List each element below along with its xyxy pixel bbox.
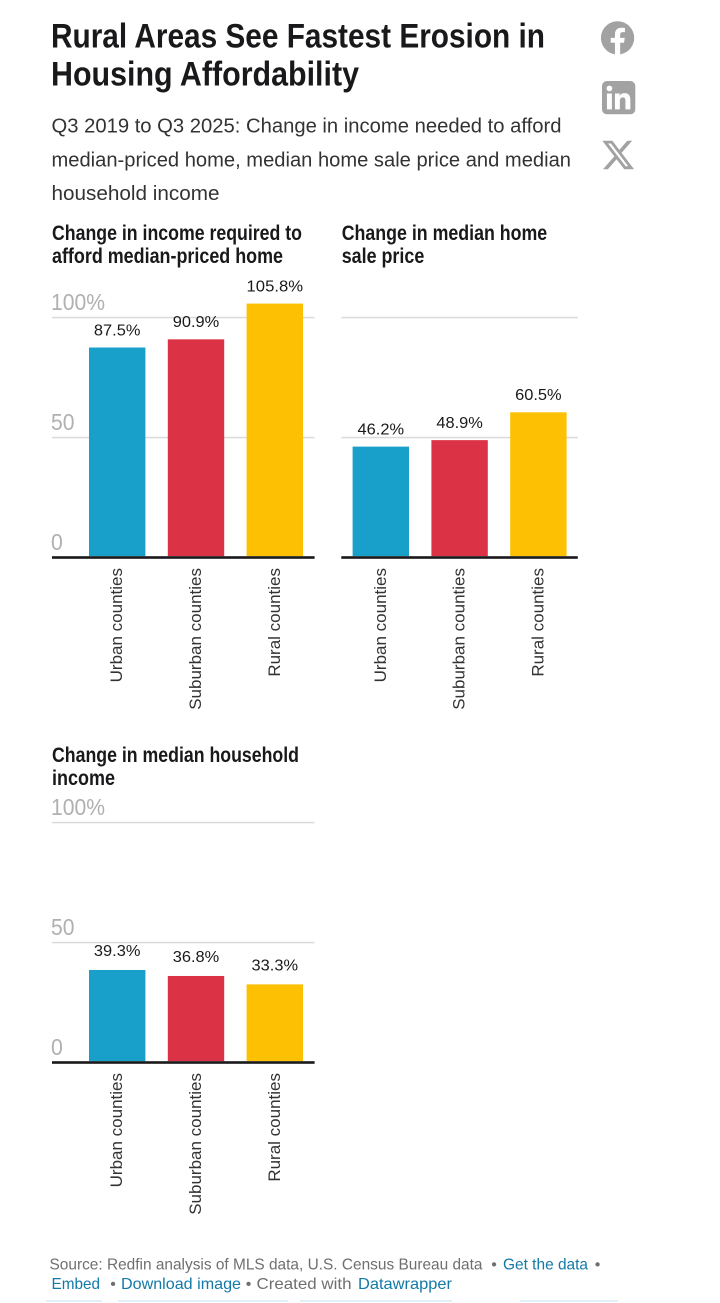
svg-text:Change in median household: Change in median household	[52, 744, 299, 767]
svg-text:39.3%: 39.3%	[94, 943, 141, 960]
svg-text:87.5%: 87.5%	[94, 322, 141, 339]
svg-text:46.2%: 46.2%	[358, 422, 405, 439]
svg-text:•: •	[491, 1256, 497, 1273]
svg-text:Rural counties: Rural counties	[528, 568, 547, 677]
svg-text:sale price: sale price	[342, 245, 425, 268]
svg-text:50: 50	[51, 409, 75, 435]
svg-text:household income: household income	[52, 182, 220, 205]
svg-text:Download image: Download image	[121, 1276, 241, 1293]
svg-text:Urban counties: Urban counties	[107, 568, 126, 682]
svg-text:afford median-priced home: afford median-priced home	[52, 245, 283, 268]
svg-text:median-priced home, median hom: median-priced home, median home sale pri…	[52, 148, 572, 171]
svg-text:Housing Affordability: Housing Affordability	[51, 56, 359, 94]
svg-text:Rural counties: Rural counties	[265, 568, 284, 677]
svg-text:100%: 100%	[51, 289, 105, 315]
svg-text:33.3%: 33.3%	[252, 958, 299, 975]
svg-text:0: 0	[51, 529, 63, 555]
svg-text:36.8%: 36.8%	[173, 949, 220, 966]
svg-text:Created with: Created with	[257, 1276, 352, 1293]
svg-text:Source: Redfin analysis of MLS: Source: Redfin analysis of MLS data, U.S…	[50, 1256, 483, 1273]
svg-text:Urban counties: Urban counties	[371, 568, 390, 682]
svg-text:105.8%: 105.8%	[247, 279, 304, 296]
svg-text:Suburban counties: Suburban counties	[186, 1073, 205, 1215]
svg-text:Suburban counties: Suburban counties	[186, 568, 205, 710]
svg-text:Datawrapper: Datawrapper	[358, 1276, 453, 1293]
svg-text:60.5%: 60.5%	[515, 387, 562, 404]
svg-text:•: •	[595, 1256, 601, 1273]
svg-text:income: income	[52, 767, 115, 790]
svg-text:0: 0	[51, 1034, 63, 1060]
svg-text:•: •	[110, 1276, 116, 1293]
svg-text:Change in income required to: Change in income required to	[52, 222, 302, 245]
svg-text:•: •	[246, 1276, 252, 1293]
svg-text:100%: 100%	[51, 794, 105, 820]
svg-text:48.9%: 48.9%	[436, 415, 483, 432]
svg-text:Urban counties: Urban counties	[107, 1073, 126, 1187]
svg-text:Embed: Embed	[52, 1276, 101, 1293]
svg-text:Get the data: Get the data	[503, 1256, 588, 1273]
svg-text:Suburban counties: Suburban counties	[450, 568, 469, 710]
svg-text:50: 50	[51, 914, 75, 940]
svg-text:Change in median home: Change in median home	[342, 222, 548, 245]
svg-text:90.9%: 90.9%	[173, 314, 220, 331]
svg-text:Rural Areas See Fastest Erosio: Rural Areas See Fastest Erosion in	[51, 18, 545, 56]
svg-text:Q3 2019 to Q3 2025: Change in: Q3 2019 to Q3 2025: Change in income nee…	[52, 115, 562, 138]
svg-text:Rural counties: Rural counties	[265, 1073, 284, 1182]
